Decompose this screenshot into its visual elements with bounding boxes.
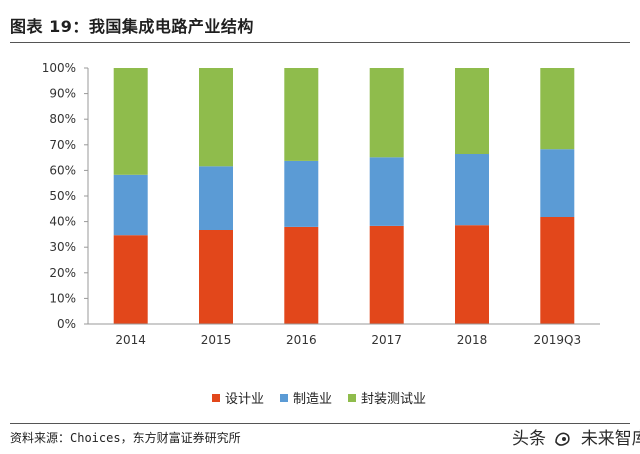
x-tick-label: 2018	[457, 333, 488, 347]
bar-segment-packaging	[284, 68, 319, 161]
y-tick-label: 40%	[49, 215, 76, 229]
y-tick-label: 10%	[49, 291, 76, 305]
legend-swatch-packaging	[348, 393, 356, 402]
y-tick-label: 80%	[49, 112, 76, 126]
y-tick-label: 70%	[49, 138, 76, 152]
watermark-text-right: 未来智库	[580, 429, 640, 449]
bar-segment-packaging	[113, 68, 148, 175]
x-tick-label: 2015	[201, 333, 232, 347]
bar-segment-manufacturing	[455, 154, 489, 226]
legend-item-design: 设计业	[212, 388, 264, 407]
legend-item-packaging: 封装测试业	[348, 388, 426, 407]
bar-segment-design	[369, 226, 404, 324]
bar-segment-packaging	[199, 68, 233, 167]
x-tick-label: 2017	[371, 333, 402, 347]
bar-segment-design	[284, 227, 319, 324]
legend-item-manufacturing: 制造业	[280, 388, 332, 407]
x-tick-label: 2016	[286, 333, 317, 347]
legend-swatch-manufacturing	[280, 393, 288, 402]
legend-label-manufacturing: 制造业	[293, 392, 333, 407]
y-tick-label: 100%	[42, 61, 76, 75]
legend-swatch-design	[212, 393, 220, 402]
legend-label-packaging: 封装测试业	[361, 392, 427, 407]
bar-segment-manufacturing	[540, 149, 575, 217]
watermark: 头条 未来智库	[512, 424, 640, 449]
bar-segment-packaging	[540, 68, 575, 150]
watermark-logo-icon	[555, 432, 571, 446]
y-tick-label: 30%	[49, 240, 76, 254]
y-tick-label: 60%	[49, 163, 76, 177]
bar-segment-manufacturing	[369, 157, 404, 226]
y-tick-label: 50%	[49, 189, 76, 203]
source-note: 资料来源：Choices，东方财富证券研究所	[10, 431, 241, 445]
chart-legend: 设计业 制造业 封装测试业	[0, 388, 640, 410]
y-tick-label: 0%	[57, 317, 76, 331]
watermark-text-left: 头条	[512, 429, 546, 449]
bottom-divider	[10, 423, 630, 424]
bar-segment-design	[199, 230, 233, 324]
y-tick-label: 90%	[49, 87, 76, 101]
bar-segment-packaging	[455, 68, 489, 154]
bar-segment-manufacturing	[284, 160, 319, 227]
bar-segment-design	[540, 217, 575, 324]
x-tick-label: 2019Q3	[534, 333, 582, 347]
chart-title: 图表 19：我国集成电路产业结构	[10, 17, 254, 36]
legend-label-design: 设计业	[225, 392, 265, 407]
bar-segment-manufacturing	[113, 174, 148, 236]
bar-segment-design	[455, 225, 489, 324]
y-tick-label: 20%	[49, 266, 76, 280]
x-tick-label: 2014	[115, 333, 146, 347]
top-divider	[10, 42, 630, 43]
bar-segment-design	[113, 235, 148, 324]
stacked-bar-chart: 0% 10% 20% 30% 40% 50% 60% 70% 80% 90% 100% 2014 201…	[42, 61, 600, 347]
bar-segment-manufacturing	[199, 166, 233, 230]
bar-segment-packaging	[369, 68, 404, 158]
